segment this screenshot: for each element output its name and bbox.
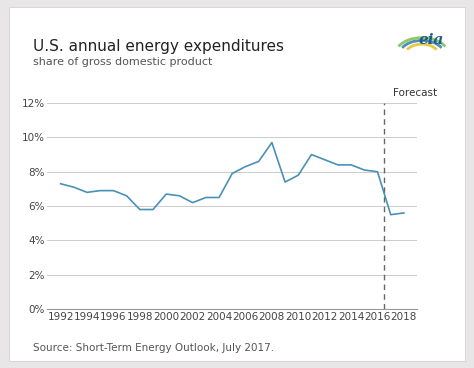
Text: Source: Short-Term Energy Outlook, July 2017.: Source: Short-Term Energy Outlook, July …: [33, 343, 274, 353]
Text: Forecast: Forecast: [392, 88, 437, 98]
Text: U.S. annual energy expenditures: U.S. annual energy expenditures: [33, 39, 284, 54]
Text: share of gross domestic product: share of gross domestic product: [33, 57, 212, 67]
Text: eia: eia: [419, 33, 444, 47]
